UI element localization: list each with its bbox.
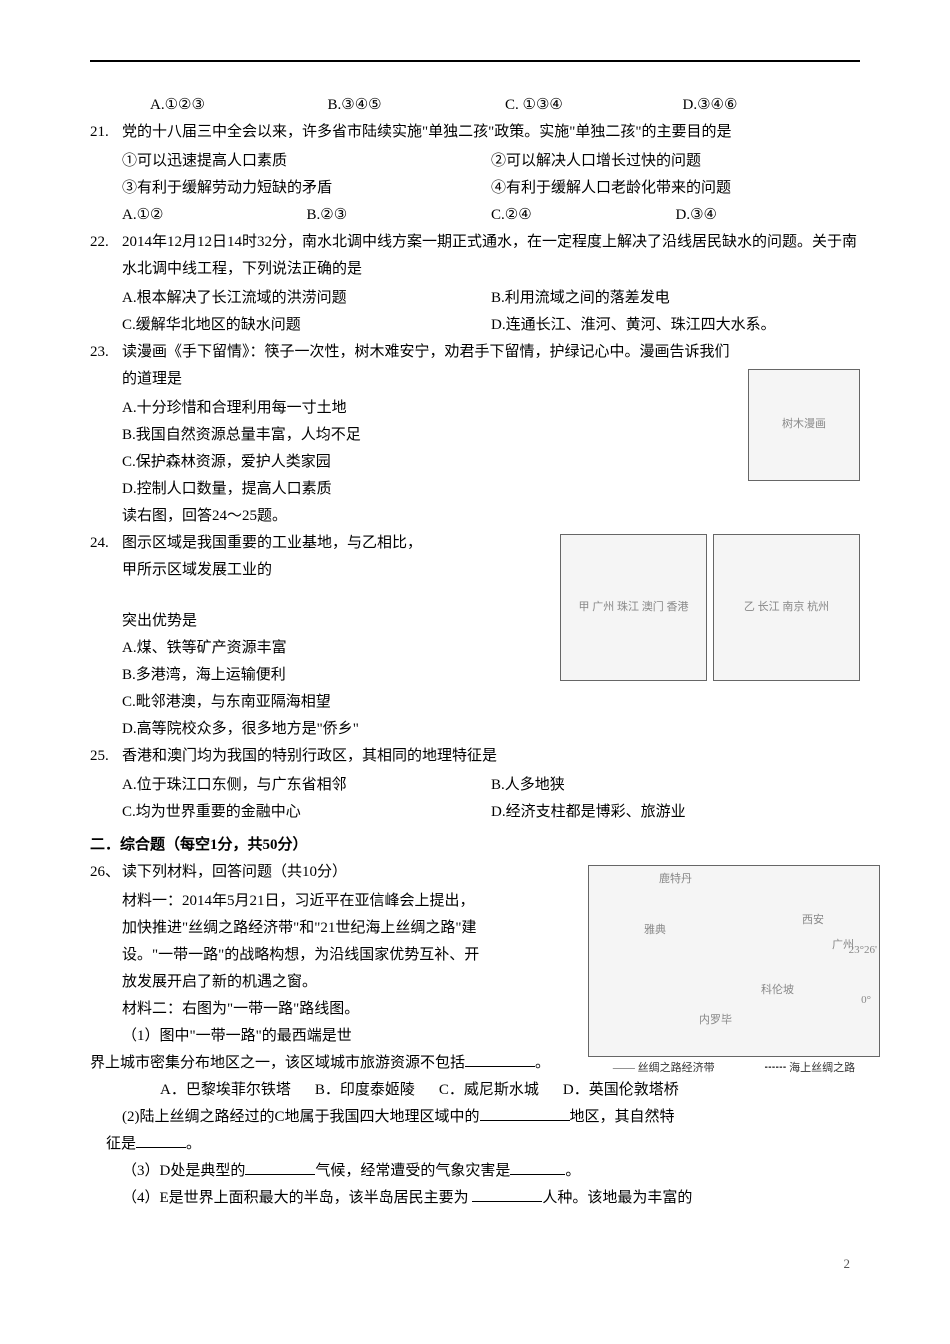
q23-num: 23. [90, 339, 122, 366]
map-colombo: 科伦坡 [761, 981, 794, 1001]
q26-p2-row: (2)陆上丝绸之路经过的C地属于我国四大地理区域中的 地区，其自然特 [90, 1104, 860, 1131]
map-xian: 西安 [802, 911, 824, 931]
q22-opt-d: D.连通长江、淮河、黄河、珠江四大水系。 [491, 312, 860, 339]
blank-p1[interactable] [465, 1051, 535, 1067]
q21-opt-a: A.①② [122, 202, 307, 229]
q25-num: 25. [90, 743, 122, 770]
q26-block: 鹿特丹 雅典 西安 广州 科伦坡 内罗毕 23°26' 0° —— 丝绸之路经济… [90, 859, 860, 1212]
q24-opt-d: D.高等院校众多，很多地方是"侨乡" [90, 716, 860, 743]
tree-cartoon-label: 树木漫画 [782, 415, 826, 435]
q22-num: 22. [90, 229, 122, 256]
tree-cartoon-image: 树木漫画 [748, 369, 860, 481]
q21-statements-row2: ③有利于缓解劳动力短缺的矛盾 ④有利于缓解人口老龄化带来的问题 [90, 175, 860, 202]
q25-opt-a: A.位于珠江口东侧，与广东省相邻 [122, 772, 491, 799]
q26-p2c-row: 征是。 [90, 1131, 860, 1158]
q22-row2: C.缓解华北地区的缺水问题 D.连通长江、淮河、黄河、珠江四大水系。 [90, 312, 860, 339]
map-lat23: 23°26' [849, 941, 877, 961]
q20-opt-a: A.①②③ [150, 92, 328, 119]
map-yi-label: 乙 长江 南京 杭州 [744, 598, 829, 618]
blank-p2a[interactable] [480, 1105, 570, 1121]
map-legend: —— 丝绸之路经济带 ┅┅ 海上丝绸之路 [588, 1059, 880, 1079]
q21-options: A.①② B.②③ C.②④ D.③④ [90, 202, 860, 229]
q26-m1: 材料一：2014年5月21日，习近平在亚信峰会上提出，加快推进"丝绸之路经济带"… [90, 888, 482, 996]
q26-p4a: （4）E是世界上面积最大的半岛，该半岛居民主要为 [122, 1190, 469, 1206]
page-number: 2 [90, 1252, 860, 1275]
q21-s2: ②可以解决人口增长过快的问题 [491, 148, 860, 175]
q24-opt-c: C.毗邻港澳，与东南亚隔海相望 [90, 689, 860, 716]
q26-p1-d: D．英国伦敦塔桥 [563, 1077, 679, 1104]
q25-opt-b: B.人多地狭 [491, 772, 860, 799]
q22-opt-b: B.利用流域之间的落差发电 [491, 285, 860, 312]
q22-opt-c: C.缓解华北地区的缺水问题 [122, 312, 491, 339]
section2-title: 二．综合题（每空1分，共50分） [90, 832, 860, 859]
q21: 21. 党的十八届三中全会以来，许多省市陆续实施"单独二孩"政策。实施"单独二孩… [90, 119, 860, 146]
q22-row1: A.根本解决了长江流域的洪涝问题 B.利用流域之间的落差发电 [90, 285, 860, 312]
q24-stem1: 图示区域是我国重要的工业基地，与乙相比，甲所示区域发展工业的 [122, 530, 422, 584]
q26-p2b: 地区，其自然特 [570, 1109, 675, 1125]
map-athens: 雅典 [644, 921, 666, 941]
q22-opt-a: A.根本解决了长江流域的洪涝问题 [122, 285, 491, 312]
q25-opt-d: D.经济支柱都是博彩、旅游业 [491, 799, 860, 826]
q25-stem: 香港和澳门均为我国的特别行政区，其相同的地理特征是 [122, 743, 860, 770]
q23-block: 树木漫画 23. 读漫画《手下留情》：筷子一次性，树木难安宁，劝君手下留情，护绿… [90, 339, 860, 530]
legend-road: ┅┅ 海上丝绸之路 [764, 1059, 855, 1079]
q23-opt-c: C.保护森林资源，爱护人类家园 [90, 449, 860, 476]
q21-opt-b: B.②③ [307, 202, 492, 229]
q24-num: 24. [90, 530, 122, 557]
q22: 22. 2014年12月12日14时32分，南水北调中线方案一期正式通水，在一定… [90, 229, 860, 283]
q22-stem: 2014年12月12日14时32分，南水北调中线方案一期正式通水，在一定程度上解… [122, 229, 860, 283]
q26-p1b: 界上城市密集分布地区之一，该区域城市旅游资源不包括 [90, 1055, 465, 1071]
q26-p1-options: A．巴黎埃菲尔铁塔 B．印度泰姬陵 C．威尼斯水城 D．英国伦敦塔桥 [90, 1077, 860, 1104]
q20-options: A.①②③ B.③④⑤ C. ①③④ D.③④⑥ [90, 92, 860, 119]
blank-p4[interactable] [472, 1186, 542, 1202]
q26-p2a: (2)陆上丝绸之路经过的C地属于我国四大地理区域中的 [122, 1109, 480, 1125]
map-yi: 乙 长江 南京 杭州 [713, 534, 860, 681]
q26-num: 26、 [90, 859, 122, 886]
q21-stem: 党的十八届三中全会以来，许多省市陆续实施"单独二孩"政策。实施"单独二孩"的主要… [122, 119, 860, 146]
q26-p3-row: （3）D处是典型的气候，经常遭受的气象灾害是。 [90, 1158, 860, 1185]
q21-opt-d: D.③④ [676, 202, 861, 229]
map-jia: 甲 广州 珠江 澳门 香港 [560, 534, 707, 681]
q23-opt-a: A.十分珍惜和合理利用每一寸土地 [90, 395, 860, 422]
q23-opt-b: B.我国自然资源总量丰富，人均不足 [90, 422, 860, 449]
map-jia-label: 甲 广州 珠江 澳门 香港 [579, 598, 689, 618]
q24-block: 甲 广州 珠江 澳门 香港 乙 长江 南京 杭州 24. 图示区域是我国重要的工… [90, 530, 860, 743]
q26-p1-c: C．威尼斯水城 [439, 1077, 539, 1104]
q21-s1: ①可以迅速提高人口素质 [122, 148, 491, 175]
map-nairobi: 内罗毕 [699, 1011, 732, 1031]
q23-opt-d: D.控制人口数量，提高人口素质 [90, 476, 860, 503]
blank-p3a[interactable] [245, 1159, 315, 1175]
q21-statements-row1: ①可以迅速提高人口素质 ②可以解决人口增长过快的问题 [90, 148, 860, 175]
q21-opt-c: C.②④ [491, 202, 676, 229]
top-rule [90, 60, 860, 62]
blank-p3b[interactable] [510, 1159, 565, 1175]
legend-belt: —— 丝绸之路经济带 [613, 1059, 715, 1079]
q20-opt-b: B.③④⑤ [328, 92, 506, 119]
q25-opt-c: C.均为世界重要的金融中心 [122, 799, 491, 826]
map-lat0: 0° [861, 991, 871, 1011]
q26-p3b: 气候，经常遭受的气象灾害是 [315, 1163, 510, 1179]
belt-road-map: 鹿特丹 雅典 西安 广州 科伦坡 内罗毕 23°26' 0° —— 丝绸之路经济… [588, 865, 880, 1079]
q26-p4-row: （4）E是世界上面积最大的半岛，该半岛居民主要为 人种。该地最为丰富的 [90, 1185, 860, 1212]
q23-stem: 读漫画《手下留情》：筷子一次性，树木难安宁，劝君手下留情，护绿记心中。漫画告诉我… [122, 339, 736, 393]
map-rotterdam: 鹿特丹 [659, 870, 692, 890]
q26-p3a: （3）D处是典型的 [122, 1163, 245, 1179]
q26-p2c: 征是 [106, 1136, 136, 1152]
q26-p1-a: A．巴黎埃菲尔铁塔 [160, 1077, 291, 1104]
q25-row2: C.均为世界重要的金融中心 D.经济支柱都是博彩、旅游业 [90, 799, 860, 826]
q21-s3: ③有利于缓解劳动力短缺的矛盾 [122, 175, 491, 202]
q23-note: 读右图，回答24～25题。 [90, 503, 860, 530]
q26-p4b: 人种。该地最为丰富的 [542, 1190, 692, 1206]
q26-p1-b: B．印度泰姬陵 [315, 1077, 415, 1104]
q20-opt-c: C. ①③④ [505, 92, 683, 119]
map-pair: 甲 广州 珠江 澳门 香港 乙 长江 南京 杭州 [560, 534, 860, 681]
q20-opt-d: D.③④⑥ [683, 92, 861, 119]
q25: 25. 香港和澳门均为我国的特别行政区，其相同的地理特征是 [90, 743, 860, 770]
q25-row1: A.位于珠江口东侧，与广东省相邻 B.人多地狭 [90, 772, 860, 799]
blank-p2c[interactable] [136, 1132, 186, 1148]
q21-s4: ④有利于缓解人口老龄化带来的问题 [491, 175, 860, 202]
q21-num: 21. [90, 119, 122, 146]
